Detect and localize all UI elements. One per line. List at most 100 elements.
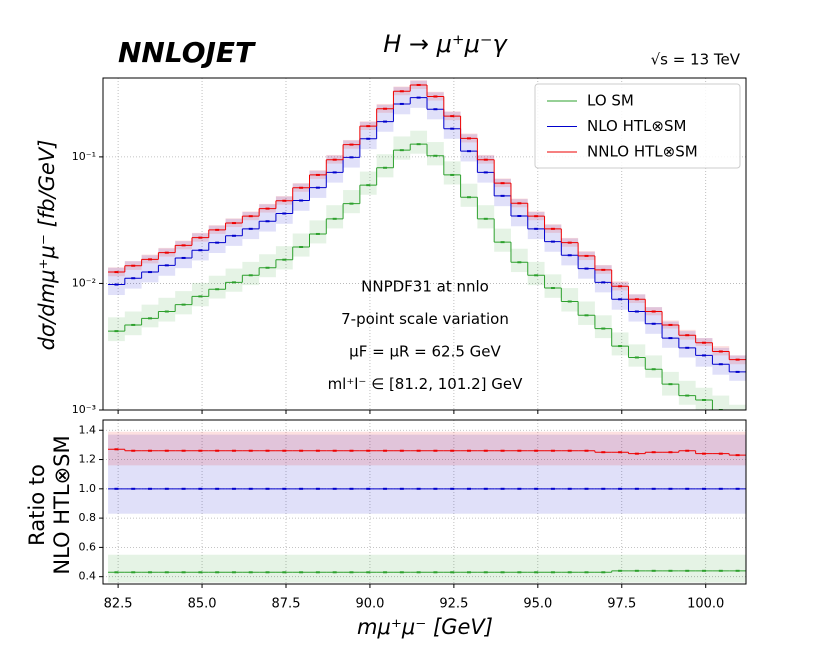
uncertainty-band [225,268,243,292]
uncertainty-band [443,161,461,185]
uncertainty-band [108,434,746,514]
annotation: ml⁺l⁻ ∈ [81.2, 101.2] GeV [328,375,524,393]
uncertainty-band [343,140,360,168]
uncertainty-band [242,211,260,240]
energy-label: √s = 13 TeV [651,51,741,69]
uncertainty-band [292,233,310,257]
x-tick-label: 87.5 [272,597,301,612]
uncertainty-band [594,265,612,293]
uncertainty-band [259,204,276,232]
uncertainty-band [645,307,663,334]
x-tick-label: 97.5 [607,597,636,612]
uncertainty-band [729,404,746,410]
uncertainty-band [259,254,276,278]
uncertainty-band [494,178,511,207]
uncertainty-band [208,275,226,299]
y-tick-label: 1.0 [79,482,97,495]
uncertainty-band [578,251,595,279]
legend-label: NNLO HTL⊗SM [587,143,698,161]
y-tick-label: 1.4 [79,423,97,436]
uncertainty-band [242,261,260,286]
uncertainty-band [561,288,579,312]
uncertainty-band [393,87,411,115]
uncertainty-band [292,183,310,211]
uncertainty-band [712,347,730,375]
uncertainty-band [108,431,746,466]
uncertainty-band [124,311,142,336]
uncertainty-band [662,321,679,348]
uncertainty-band [645,355,663,378]
uncertainty-band [527,211,545,240]
x-tick-label: 90.0 [355,597,384,612]
uncertainty-band [175,291,192,315]
uncertainty-band [108,317,125,342]
y-tick-label: 10⁻³ [72,403,96,416]
uncertainty-band [309,170,327,198]
uncertainty-band [443,111,461,139]
legend-label: NLO HTL⊗SM [587,117,686,135]
uncertainty-band [578,301,595,325]
y-tick-label: 10⁻² [72,276,96,289]
y-tick-label: 0.8 [79,511,97,524]
brand-label: NNLOJET [118,36,256,69]
uncertainty-band [175,241,192,269]
plot-area [108,80,746,410]
y-tick-label: 0.6 [79,540,97,553]
uncertainty-band [410,80,428,108]
plot-frame [102,77,747,411]
uncertainty-band [628,294,646,322]
x-tick-label: 92.5 [439,597,468,612]
uncertainty-band [359,171,377,195]
y-axis-label: NLO HTL⊗SM [50,435,74,574]
uncertainty-band [191,282,209,307]
uncertainty-band [594,315,612,339]
uncertainty-band [712,395,730,410]
uncertainty-band [225,218,243,246]
legend-label: LO SM [587,92,634,110]
uncertainty-band [393,136,411,160]
chart-title: H → μ⁺μ⁻γ [383,30,508,58]
x-tick-label: 82.5 [104,597,133,612]
uncertainty-band [376,154,394,178]
x-tick-label: 85.0 [188,597,217,612]
x-axis-label: mμ⁺μ⁻ [GeV] [357,615,493,639]
uncertainty-band [477,155,495,183]
uncertainty-band [494,228,511,252]
uncertainty-band [359,121,377,150]
uncertainty-band [729,355,746,381]
uncertainty-band [460,134,478,162]
uncertainty-band [124,261,142,289]
uncertainty-band [695,387,713,410]
uncertainty-band [343,190,360,214]
plot-frame [102,419,747,585]
y-axis-label: Ratio to [25,464,49,546]
uncertainty-band [208,225,226,253]
annotation: 7-point scale variation [341,310,509,328]
uncertainty-band [561,238,579,266]
uncertainty-band [191,233,209,261]
uncertainty-band [460,183,478,207]
uncertainty-band [510,199,528,227]
uncertainty-band [326,205,344,229]
y-axis-label: dσ/dmμ⁺μ⁻ [fb/GeV] [35,140,59,351]
uncertainty-band [427,92,444,120]
uncertainty-band [695,338,713,367]
uncertainty-band [158,297,176,322]
uncertainty-band [108,267,125,296]
uncertainty-band [141,255,159,283]
annotation: NNPDF31 at nnlo [361,278,489,296]
uncertainty-band [477,205,495,229]
uncertainty-band [427,142,444,166]
y-tick-label: 0.4 [79,570,97,583]
plot-area [108,431,746,583]
uncertainty-band [611,282,629,310]
x-tick-label: 100.0 [687,597,724,612]
legend-box [534,83,741,169]
uncertainty-band [628,344,646,367]
uncertainty-band [158,248,176,276]
uncertainty-band [678,331,696,358]
y-tick-label: 1.2 [79,453,97,466]
uncertainty-band [141,304,159,328]
uncertainty-band [275,246,293,270]
